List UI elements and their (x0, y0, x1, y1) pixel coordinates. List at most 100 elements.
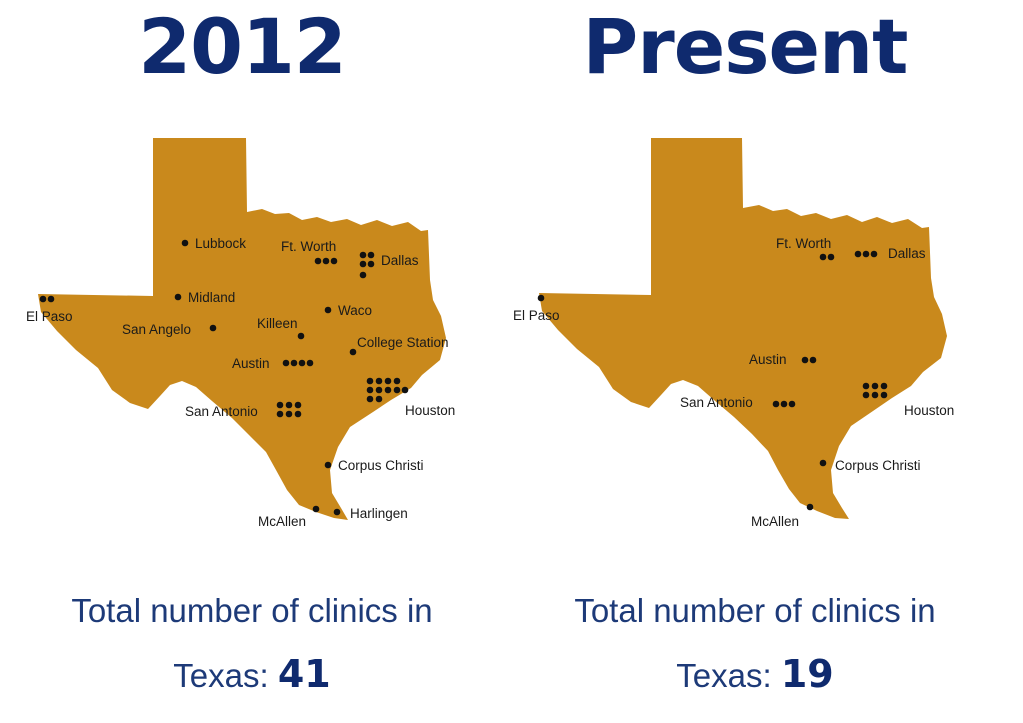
city-label: El Paso (513, 308, 560, 323)
clinic-dot (819, 253, 827, 261)
city-label: Dallas (888, 246, 926, 261)
clinic-dot (827, 253, 835, 261)
clinic-dot (39, 295, 47, 303)
texas-label: Texas: (173, 657, 269, 694)
city-houston: Houston (366, 377, 455, 418)
city-label: Corpus Christi (338, 458, 424, 473)
city-label: Ft. Worth (776, 236, 831, 251)
city-san-antonio: San Antonio (680, 395, 796, 410)
clinic-dot (349, 348, 357, 356)
clinic-dot (375, 386, 383, 394)
clinic-dot (854, 250, 862, 258)
clinic-dot (375, 377, 383, 385)
city-ft-worth: Ft. Worth (281, 239, 338, 265)
city-harlingen: Harlingen (333, 506, 408, 521)
clinic-dot (314, 257, 322, 265)
clinic-dot (181, 239, 189, 247)
city-label: McAllen (258, 514, 306, 529)
city-houston: Houston (862, 382, 954, 418)
city-mcallen: McAllen (258, 505, 320, 529)
city-label: Corpus Christi (835, 458, 921, 473)
texas-shape (539, 138, 947, 519)
total-line: Texas: 19 (499, 652, 1011, 696)
panel-title: 2012 (138, 2, 347, 91)
clinic-dot (276, 410, 284, 418)
clinic-dot (174, 293, 182, 301)
city-label: Ft. Worth (281, 239, 336, 254)
city-label: Houston (405, 403, 455, 418)
city-label: Austin (232, 356, 270, 371)
city-austin: Austin (749, 352, 817, 367)
city-corpus-christi: Corpus Christi (819, 458, 921, 473)
clinic-dot (367, 251, 375, 259)
city-label: Midland (188, 290, 235, 305)
clinic-dot (862, 250, 870, 258)
city-label: Waco (338, 303, 372, 318)
texas-map-present: Ft. Worth Dallas El Paso Austin San Antonio H… (513, 138, 954, 529)
city-dallas: Dallas (359, 251, 419, 279)
clinic-dot (324, 306, 332, 314)
total-count: 19 (780, 652, 834, 696)
clinic-dot (324, 461, 332, 469)
city-ft-worth: Ft. Worth (776, 236, 835, 261)
clinic-dot (285, 410, 293, 418)
clinic-dot (297, 332, 305, 340)
clinic-dot (359, 260, 367, 268)
city-label: Dallas (381, 253, 419, 268)
city-label: San Antonio (185, 404, 258, 419)
city-label: San Angelo (122, 322, 191, 337)
clinic-dot (401, 386, 409, 394)
clinic-dot (330, 257, 338, 265)
clinic-dot (772, 400, 780, 408)
clinic-dot (366, 395, 374, 403)
panel-present: Present Ft. Worth Dallas El Paso Austin San … (511, 0, 1023, 723)
clinic-dot (871, 391, 879, 399)
clinic-dot (359, 251, 367, 259)
clinic-dot (780, 400, 788, 408)
city-label: El Paso (26, 309, 73, 324)
clinic-dot (880, 382, 888, 390)
city-college-station: College Station (349, 335, 449, 356)
clinic-dot (294, 410, 302, 418)
city-label: College Station (357, 335, 449, 350)
clinic-dot (801, 356, 809, 364)
clinic-dot (806, 503, 814, 511)
clinic-dot (298, 359, 306, 367)
city-lubbock: Lubbock (181, 236, 246, 251)
clinic-dot (322, 257, 330, 265)
clinic-dot (871, 382, 879, 390)
clinic-dot (285, 401, 293, 409)
total-text: Total number of clinics in (71, 592, 433, 629)
clinic-dot (809, 356, 817, 364)
city-label: McAllen (751, 514, 799, 529)
clinic-dot (393, 377, 401, 385)
clinic-dot (384, 377, 392, 385)
total-line: Texas: 41 (0, 652, 508, 696)
clinic-dot (366, 386, 374, 394)
clinic-dot (47, 295, 55, 303)
city-el-paso: El Paso (513, 294, 560, 323)
clinic-dot (294, 401, 302, 409)
clinic-dot (819, 459, 827, 467)
city-label: Killeen (257, 316, 298, 331)
city-label: Harlingen (350, 506, 408, 521)
clinic-dot (209, 324, 217, 332)
city-corpus-christi: Corpus Christi (324, 458, 424, 473)
texas-map-2012: Lubbock Ft. Worth Dallas El Paso Midland Waco… (26, 138, 455, 529)
clinic-dot (384, 386, 392, 394)
clinic-dot (276, 401, 284, 409)
city-killeen: Killeen (257, 316, 305, 340)
clinic-dot (282, 359, 290, 367)
total-text: Total number of clinics in (574, 592, 936, 629)
clinic-dot (862, 382, 870, 390)
clinic-dot (393, 386, 401, 394)
city-el-paso: El Paso (26, 295, 73, 324)
clinic-dot (366, 377, 374, 385)
panel-2012: 2012 Lubbock Ft. Worth Dallas El Paso Midlan… (0, 2, 508, 696)
clinic-dot (306, 359, 314, 367)
clinic-dot (333, 508, 341, 516)
city-san-antonio: San Antonio (185, 401, 302, 419)
city-label: Houston (904, 403, 954, 418)
clinic-dot (880, 391, 888, 399)
clinic-dot (290, 359, 298, 367)
